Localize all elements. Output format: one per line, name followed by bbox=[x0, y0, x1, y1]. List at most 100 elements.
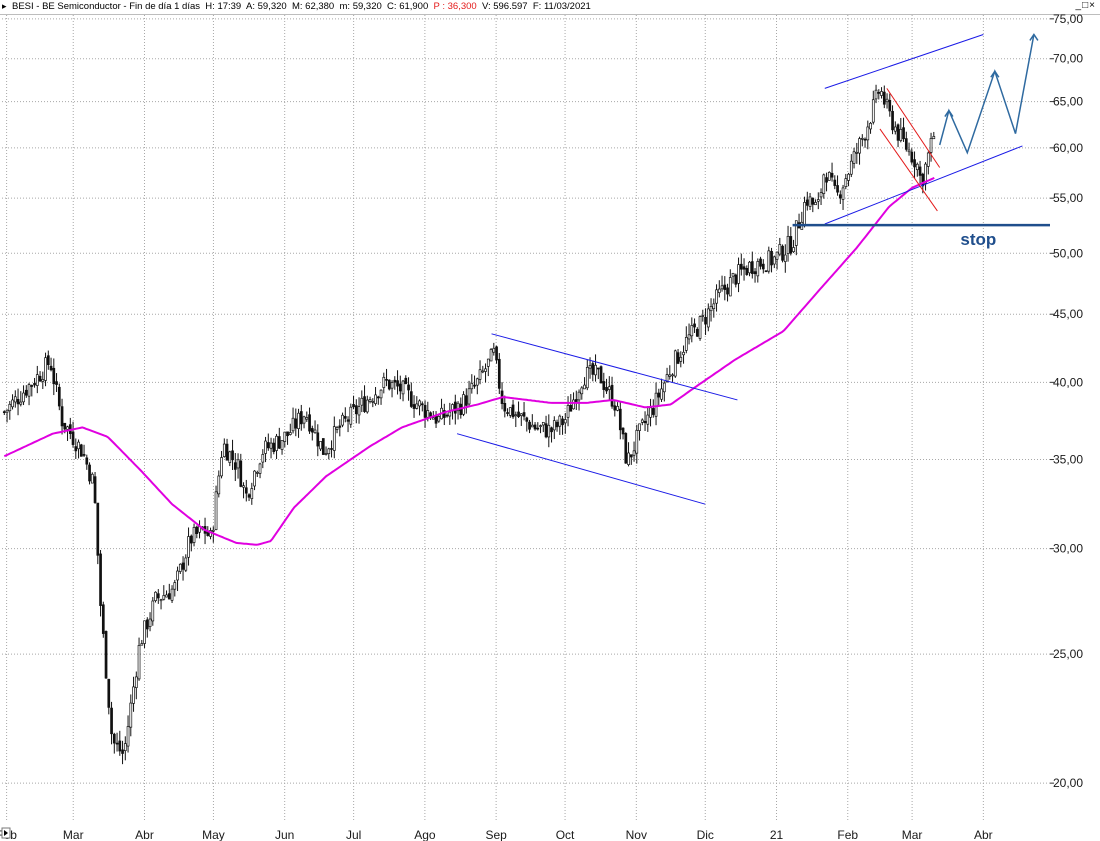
candle-body bbox=[5, 409, 9, 413]
candle-body bbox=[877, 92, 881, 94]
candle-body bbox=[363, 396, 366, 412]
candle-body bbox=[783, 254, 787, 262]
candle-body bbox=[99, 553, 102, 606]
candle-body bbox=[640, 419, 644, 423]
candle-body bbox=[145, 619, 149, 630]
candle-body bbox=[497, 358, 501, 389]
candle-body bbox=[676, 352, 680, 364]
candle-body bbox=[841, 187, 845, 200]
candle-body bbox=[343, 416, 347, 419]
x-tick-label: Oct bbox=[556, 828, 575, 841]
candle-body bbox=[836, 185, 839, 193]
candle-body bbox=[712, 303, 716, 310]
candle-body bbox=[750, 261, 754, 274]
candle-body bbox=[646, 414, 650, 425]
candle-body bbox=[706, 308, 710, 328]
trend-annotations: stop bbox=[456, 33, 1050, 505]
candle-body bbox=[220, 457, 223, 477]
candle-body bbox=[816, 199, 820, 202]
candle-body bbox=[101, 604, 105, 634]
candle-body bbox=[698, 316, 702, 339]
candle-body bbox=[115, 742, 119, 745]
candle-body bbox=[41, 379, 45, 382]
candle-body bbox=[814, 202, 817, 206]
candle-body bbox=[82, 454, 86, 456]
uptrend-lower-line bbox=[824, 145, 1023, 225]
time-value: 17:39 bbox=[217, 1, 242, 12]
candle-body bbox=[134, 676, 138, 689]
candle-body bbox=[129, 702, 133, 728]
candle-body bbox=[214, 491, 218, 530]
candle-body bbox=[275, 435, 278, 451]
candle-body bbox=[236, 459, 240, 469]
candle-body bbox=[387, 379, 391, 390]
candle-body bbox=[778, 244, 782, 255]
candle-body bbox=[860, 137, 864, 140]
candle-body bbox=[184, 557, 188, 571]
candle-body bbox=[330, 448, 333, 450]
candle-body bbox=[412, 404, 416, 409]
candle-body bbox=[822, 174, 826, 194]
candle-body bbox=[539, 425, 542, 427]
projection-arrowhead bbox=[944, 109, 954, 117]
candle-body bbox=[896, 124, 900, 141]
candle-body bbox=[118, 740, 122, 752]
candle-body bbox=[673, 350, 677, 377]
candle-body bbox=[181, 562, 185, 570]
candle-body bbox=[871, 99, 875, 123]
candle-body bbox=[349, 406, 353, 425]
candle-body bbox=[390, 382, 394, 389]
x-tick-label: Mar bbox=[902, 828, 923, 841]
candle-body bbox=[596, 367, 600, 370]
candle-body bbox=[291, 417, 295, 432]
candle-body bbox=[151, 600, 155, 622]
candle-body bbox=[657, 392, 661, 398]
candle-body bbox=[297, 412, 300, 429]
candle-body bbox=[825, 177, 828, 183]
candle-body bbox=[2, 411, 6, 413]
candle-body bbox=[165, 594, 168, 598]
low-value: 59,320 bbox=[352, 1, 382, 12]
candle-body bbox=[393, 379, 397, 383]
candle-body bbox=[371, 400, 375, 403]
candle-body bbox=[629, 454, 633, 458]
candle-body bbox=[85, 457, 89, 465]
y-axis: 20,00 25,00 30,00 35,00 40,00 45,00 50,00 55,00… bbox=[1050, 12, 1083, 790]
candle-body bbox=[280, 440, 284, 450]
candle-body bbox=[827, 171, 831, 181]
candle-body bbox=[819, 192, 823, 198]
x-tick-label: May bbox=[202, 828, 225, 841]
candle-body bbox=[618, 408, 622, 431]
candle-body bbox=[514, 414, 518, 417]
candle-body bbox=[374, 394, 377, 404]
candle-body bbox=[739, 263, 743, 270]
candle-body bbox=[473, 384, 476, 387]
candle-body bbox=[398, 383, 402, 392]
candle-body bbox=[176, 570, 179, 581]
collapse-arrow-icon[interactable]: ▸ bbox=[2, 1, 7, 11]
candle-body bbox=[668, 374, 672, 377]
y-tick-label: 75,00 bbox=[1053, 12, 1083, 26]
date-value: 11/03/2021 bbox=[543, 1, 591, 12]
candle-body bbox=[420, 403, 424, 406]
candle-body bbox=[52, 367, 56, 385]
candle-body bbox=[572, 399, 575, 410]
candle-body bbox=[803, 202, 806, 225]
candle-body bbox=[924, 163, 927, 184]
candle-body bbox=[704, 316, 707, 325]
candle-body bbox=[588, 365, 592, 369]
scroll-arrow-glyph-icon bbox=[4, 830, 8, 836]
candle-body bbox=[143, 620, 146, 644]
candle-body bbox=[904, 138, 908, 150]
candle-body bbox=[162, 595, 166, 600]
candle-body bbox=[332, 426, 336, 451]
candle-body bbox=[882, 91, 886, 105]
candle-body bbox=[283, 431, 287, 442]
window-controls[interactable]: _□× bbox=[1075, 0, 1096, 11]
candle-body bbox=[929, 138, 933, 153]
candle-body bbox=[805, 199, 809, 206]
candle-body bbox=[11, 399, 14, 408]
projection-arrowhead bbox=[1029, 33, 1039, 41]
candle-body bbox=[321, 438, 325, 455]
